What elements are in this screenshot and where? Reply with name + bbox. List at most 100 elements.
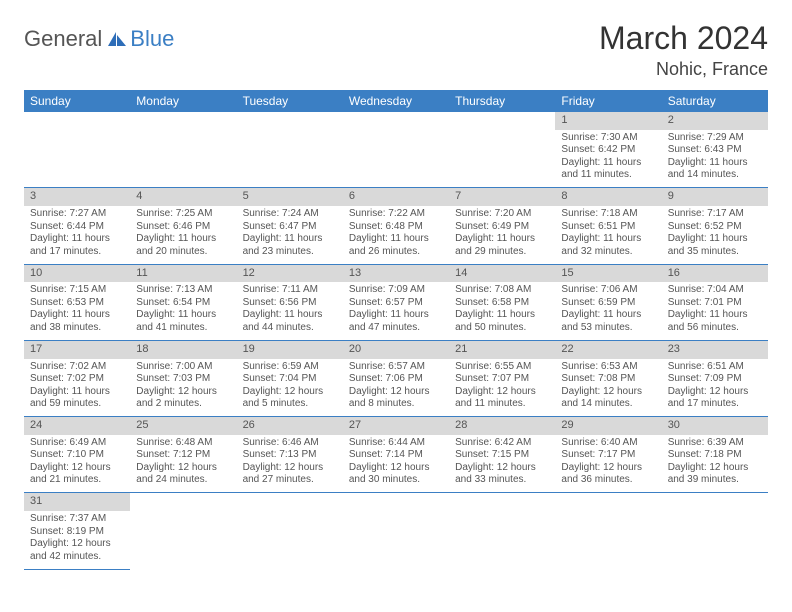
day-d2: and 24 minutes. <box>136 474 230 487</box>
day-cell <box>130 130 236 188</box>
day-d1: Daylight: 11 hours <box>455 233 549 246</box>
day-ss: Sunset: 6:46 PM <box>136 221 230 234</box>
day-number: 20 <box>343 340 449 358</box>
day-number: 28 <box>449 417 555 435</box>
day-d1: Daylight: 12 hours <box>243 386 337 399</box>
day-cell: Sunrise: 7:27 AMSunset: 6:44 PMDaylight:… <box>24 206 130 264</box>
day-content-row: Sunrise: 7:30 AMSunset: 6:42 PMDaylight:… <box>24 130 768 188</box>
day-d1: Daylight: 11 hours <box>561 309 655 322</box>
day-number: 17 <box>24 340 130 358</box>
day-sr: Sunrise: 7:18 AM <box>561 208 655 221</box>
day-content-row: Sunrise: 7:27 AMSunset: 6:44 PMDaylight:… <box>24 206 768 264</box>
logo-text-blue: Blue <box>130 26 174 52</box>
day-ss: Sunset: 6:52 PM <box>668 221 762 234</box>
day-number: 2 <box>662 112 768 130</box>
day-number: 29 <box>555 417 661 435</box>
day-ss: Sunset: 7:06 PM <box>349 373 443 386</box>
day-cell: Sunrise: 6:53 AMSunset: 7:08 PMDaylight:… <box>555 359 661 417</box>
day-number: 25 <box>130 417 236 435</box>
day-cell: Sunrise: 7:18 AMSunset: 6:51 PMDaylight:… <box>555 206 661 264</box>
month-title: March 2024 <box>599 20 768 57</box>
day-d1: Daylight: 11 hours <box>136 309 230 322</box>
day-cell: Sunrise: 6:46 AMSunset: 7:13 PMDaylight:… <box>237 435 343 493</box>
day-d2: and 21 minutes. <box>30 474 124 487</box>
day-ss: Sunset: 6:54 PM <box>136 297 230 310</box>
day-d2: and 29 minutes. <box>455 246 549 259</box>
day-number: 15 <box>555 264 661 282</box>
day-d2: and 30 minutes. <box>349 474 443 487</box>
day-sr: Sunrise: 7:22 AM <box>349 208 443 221</box>
day-cell <box>449 511 555 569</box>
day-cell: Sunrise: 6:55 AMSunset: 7:07 PMDaylight:… <box>449 359 555 417</box>
day-sr: Sunrise: 7:04 AM <box>668 284 762 297</box>
weekday-header: Thursday <box>449 90 555 112</box>
day-d1: Daylight: 11 hours <box>349 309 443 322</box>
day-d2: and 23 minutes. <box>243 246 337 259</box>
location: Nohic, France <box>599 59 768 80</box>
calendar-head: SundayMondayTuesdayWednesdayThursdayFrid… <box>24 90 768 112</box>
day-cell: Sunrise: 6:40 AMSunset: 7:17 PMDaylight:… <box>555 435 661 493</box>
weekday-header: Friday <box>555 90 661 112</box>
day-d1: Daylight: 12 hours <box>455 462 549 475</box>
day-ss: Sunset: 7:12 PM <box>136 449 230 462</box>
day-sr: Sunrise: 6:59 AM <box>243 361 337 374</box>
day-cell: Sunrise: 7:15 AMSunset: 6:53 PMDaylight:… <box>24 282 130 340</box>
day-ss: Sunset: 7:18 PM <box>668 449 762 462</box>
day-number: 1 <box>555 112 661 130</box>
calendar-table: SundayMondayTuesdayWednesdayThursdayFrid… <box>24 90 768 570</box>
day-cell: Sunrise: 7:00 AMSunset: 7:03 PMDaylight:… <box>130 359 236 417</box>
day-sr: Sunrise: 6:49 AM <box>30 437 124 450</box>
day-cell: Sunrise: 7:24 AMSunset: 6:47 PMDaylight:… <box>237 206 343 264</box>
day-cell <box>555 511 661 569</box>
day-d2: and 14 minutes. <box>668 169 762 182</box>
day-ss: Sunset: 8:19 PM <box>30 526 124 539</box>
day-cell <box>343 511 449 569</box>
day-cell <box>24 130 130 188</box>
day-ss: Sunset: 6:53 PM <box>30 297 124 310</box>
day-d2: and 11 minutes. <box>561 169 655 182</box>
day-ss: Sunset: 7:02 PM <box>30 373 124 386</box>
day-d1: Daylight: 12 hours <box>136 386 230 399</box>
day-sr: Sunrise: 7:08 AM <box>455 284 549 297</box>
day-sr: Sunrise: 7:29 AM <box>668 132 762 145</box>
day-d1: Daylight: 11 hours <box>668 309 762 322</box>
day-d2: and 27 minutes. <box>243 474 337 487</box>
day-content-row: Sunrise: 7:15 AMSunset: 6:53 PM Daylight:… <box>24 282 768 340</box>
day-sr: Sunrise: 7:30 AM <box>561 132 655 145</box>
day-d2: and 35 minutes. <box>668 246 762 259</box>
day-cell: Sunrise: 7:06 AMSunset: 6:59 PMDaylight:… <box>555 282 661 340</box>
day-number: 9 <box>662 188 768 206</box>
day-ss: Sunset: 6:57 PM <box>349 297 443 310</box>
day-number-row: 17181920212223 <box>24 340 768 358</box>
day-cell <box>237 511 343 569</box>
day-sr: Sunrise: 7:15 AM <box>30 284 124 297</box>
day-cell: Sunrise: 6:49 AMSunset: 7:10 PMDaylight:… <box>24 435 130 493</box>
day-d1: Daylight: 11 hours <box>455 309 549 322</box>
day-d2: and 8 minutes. <box>349 398 443 411</box>
day-cell: Sunrise: 7:37 AMSunset: 8:19 PMDaylight:… <box>24 511 130 569</box>
day-d2: and 50 minutes. <box>455 322 549 335</box>
day-number <box>130 112 236 130</box>
day-number: 5 <box>237 188 343 206</box>
day-d2: and 41 minutes. <box>136 322 230 335</box>
day-sr: Sunrise: 7:24 AM <box>243 208 337 221</box>
day-number-row: 31 <box>24 493 768 511</box>
day-number: 23 <box>662 340 768 358</box>
day-sr: Sunrise: 7:11 AM <box>243 284 337 297</box>
day-d1: Daylight: 11 hours <box>668 157 762 170</box>
day-ss: Sunset: 7:13 PM <box>243 449 337 462</box>
day-sr: Sunrise: 7:27 AM <box>30 208 124 221</box>
day-sr: Sunrise: 6:44 AM <box>349 437 443 450</box>
day-d2: and 17 minutes. <box>30 246 124 259</box>
day-d2: and 39 minutes. <box>668 474 762 487</box>
day-ss: Sunset: 7:07 PM <box>455 373 549 386</box>
logo: General Blue <box>24 26 174 52</box>
day-number-row: 10111213141516 <box>24 264 768 282</box>
day-d2: and 11 minutes. <box>455 398 549 411</box>
day-d2: and 47 minutes. <box>349 322 443 335</box>
day-ss: Sunset: 7:09 PM <box>668 373 762 386</box>
day-number <box>449 493 555 511</box>
day-number: 10 <box>24 264 130 282</box>
day-number: 11 <box>130 264 236 282</box>
day-d1: Daylight: 12 hours <box>243 462 337 475</box>
